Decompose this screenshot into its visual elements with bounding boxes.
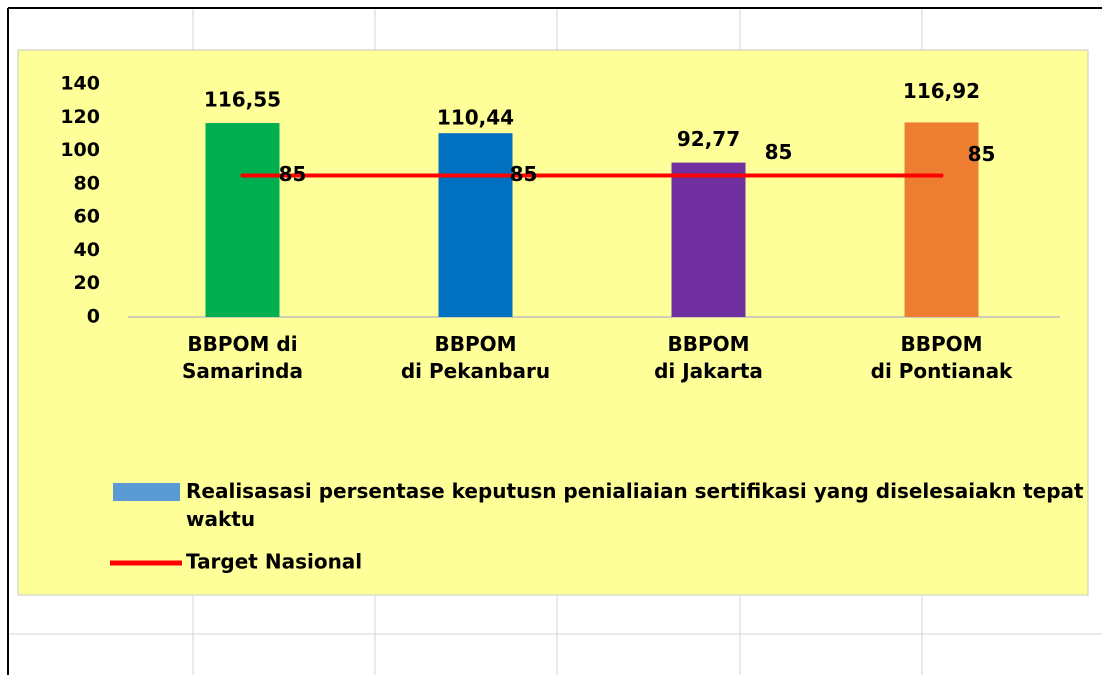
x-tick-label-line: di Pekanbaru [401, 359, 550, 383]
x-tick-label-line: di Pontianak [871, 359, 1013, 383]
x-tick-label-line: BBPOM di [187, 332, 297, 356]
x-tick-label-line: di Jakarta [654, 359, 763, 383]
data-label: 116,55 [204, 88, 281, 112]
legend-label-text: Realisasasi persentase keputusn penialia… [186, 479, 1084, 503]
y-tick-label: 20 [74, 272, 100, 294]
data-label: 92,77 [677, 127, 740, 151]
y-tick-label: 140 [60, 73, 100, 95]
x-tick-label-line: BBPOM [434, 332, 516, 356]
x-tick-label-line: Samarinda [182, 359, 303, 383]
data-label: 85 [765, 140, 793, 164]
bar [904, 122, 979, 317]
x-tick-label-line: BBPOM [900, 332, 982, 356]
y-tick-label: 60 [74, 206, 100, 228]
bar [205, 123, 280, 317]
bar [438, 133, 513, 317]
y-tick-label: 40 [74, 239, 100, 261]
x-tick-label: BBPOM di Jakarta [654, 332, 763, 383]
data-label: 85 [968, 142, 996, 166]
x-tick-label-line: BBPOM [667, 332, 749, 356]
data-label: 110,44 [437, 106, 514, 130]
data-label: 85 [510, 162, 538, 186]
sheet-grid [8, 8, 1102, 675]
x-tick-label: BBPOM di Pekanbaru [401, 332, 550, 383]
legend-label: Realisasasi persentase keputusn penialia… [186, 479, 1084, 531]
y-tick-label: 0 [87, 306, 100, 328]
y-tick-label: 120 [60, 106, 100, 128]
legend-swatch [113, 483, 180, 501]
data-label: 116,92 [903, 79, 980, 103]
x-tick-label: BBPOM di Pontianak [871, 332, 1013, 383]
x-tick-label: BBPOM di Samarinda [182, 332, 303, 383]
legend-label-text: waktu [186, 507, 255, 531]
y-tick-label: 100 [60, 139, 100, 161]
y-tick-label: 80 [74, 172, 100, 194]
legend-label: Target Nasional [186, 550, 362, 574]
bar [671, 162, 746, 317]
data-label: 85 [279, 162, 307, 186]
